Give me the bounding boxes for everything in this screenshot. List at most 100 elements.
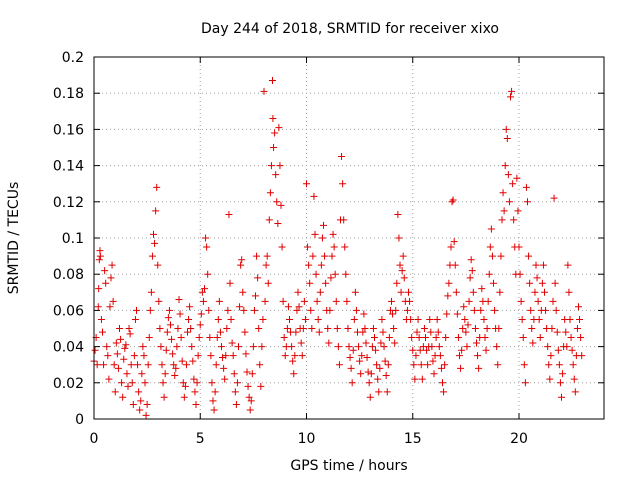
data-point — [138, 370, 146, 378]
data-point — [244, 382, 252, 390]
data-point — [127, 361, 135, 369]
y-tick-label: 0.1 — [62, 231, 84, 247]
data-point — [541, 288, 548, 296]
data-point — [242, 350, 250, 358]
data-point — [179, 379, 187, 387]
data-point — [156, 325, 164, 332]
data-point — [215, 297, 223, 305]
data-point — [372, 346, 380, 354]
data-point — [342, 270, 350, 278]
data-point — [568, 346, 576, 354]
data-point — [310, 192, 318, 200]
data-point — [169, 350, 177, 358]
data-point — [409, 346, 417, 354]
data-point — [212, 361, 220, 369]
data-point — [423, 346, 431, 354]
data-point — [180, 393, 188, 401]
data-point — [129, 401, 137, 409]
data-point — [436, 352, 444, 360]
data-point — [160, 393, 168, 401]
data-point — [107, 274, 115, 282]
data-point — [490, 279, 497, 287]
data-point — [493, 343, 501, 351]
data-point — [205, 306, 213, 314]
data-point — [265, 216, 273, 224]
data-point — [374, 375, 382, 383]
data-point — [569, 361, 577, 369]
data-point — [347, 364, 355, 372]
data-point — [509, 180, 517, 188]
data-point — [95, 256, 103, 264]
data-point — [385, 334, 393, 342]
data-point — [326, 306, 334, 314]
data-point — [417, 361, 425, 369]
data-point — [471, 325, 479, 332]
data-point — [536, 334, 544, 342]
data-point — [231, 388, 239, 396]
data-point — [551, 279, 559, 287]
data-point — [216, 328, 224, 336]
data-point — [176, 310, 184, 318]
data-point — [368, 343, 376, 351]
data-point — [562, 328, 570, 336]
data-point — [286, 315, 293, 323]
data-point — [369, 325, 377, 332]
data-point — [254, 274, 262, 282]
data-point — [435, 343, 443, 351]
axis-ticks: 0 0.02 0.04 0.06 0.08 0.1 0.12 0.14 0.16 0.18 0.2 0… — [53, 50, 604, 447]
data-point — [381, 357, 389, 365]
data-point — [225, 210, 233, 218]
data-point — [552, 306, 560, 314]
data-point — [283, 325, 291, 332]
data-point — [534, 297, 542, 305]
data-point — [170, 361, 178, 369]
data-point — [448, 198, 456, 206]
data-point — [173, 343, 181, 351]
data-point — [136, 406, 144, 414]
data-point — [238, 256, 246, 264]
data-point — [289, 357, 297, 365]
data-point — [100, 361, 108, 369]
data-point — [297, 339, 305, 347]
data-point — [253, 252, 261, 260]
data-point — [226, 279, 234, 287]
data-point — [428, 343, 436, 351]
data-point — [281, 352, 289, 360]
data-point — [549, 297, 557, 305]
data-point — [207, 352, 215, 360]
data-point — [470, 306, 478, 314]
data-point — [351, 288, 359, 296]
data-point — [469, 288, 477, 296]
data-point — [272, 171, 280, 179]
grid — [94, 57, 604, 419]
data-point — [313, 297, 321, 305]
data-point — [284, 303, 292, 311]
data-point — [398, 267, 406, 275]
data-point — [567, 334, 575, 342]
data-point — [447, 243, 455, 251]
data-point — [300, 297, 308, 305]
data-point — [445, 279, 453, 287]
data-point — [194, 352, 202, 360]
data-point — [432, 334, 440, 342]
data-point — [245, 393, 253, 401]
y-tick-label: 0.02 — [53, 376, 84, 392]
data-point — [135, 388, 143, 396]
data-point — [554, 346, 562, 354]
data-point — [150, 230, 157, 238]
data-point — [269, 77, 276, 85]
data-point — [114, 364, 122, 372]
data-point — [443, 310, 451, 318]
data-point — [403, 306, 411, 314]
data-point — [109, 297, 117, 305]
data-point — [391, 339, 399, 347]
data-point — [295, 303, 303, 311]
data-point — [153, 183, 161, 191]
data-point — [329, 230, 337, 238]
data-point — [213, 334, 221, 342]
data-point — [460, 303, 468, 311]
data-point — [575, 303, 582, 311]
data-point — [130, 352, 138, 360]
data-point — [366, 393, 374, 401]
data-point — [148, 252, 156, 260]
